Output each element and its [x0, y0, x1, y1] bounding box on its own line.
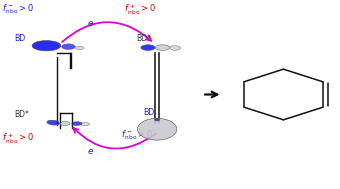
Ellipse shape: [155, 119, 160, 121]
Text: BD*: BD*: [14, 109, 29, 119]
Ellipse shape: [141, 45, 155, 50]
Ellipse shape: [75, 46, 84, 50]
Text: $e$: $e$: [87, 19, 94, 29]
Text: $\mathit{f}^{\,+}_{\,\mathrm{nbo}}{>}0$: $\mathit{f}^{\,+}_{\,\mathrm{nbo}}{>}0$: [2, 132, 35, 146]
Ellipse shape: [170, 46, 181, 50]
Ellipse shape: [155, 45, 170, 50]
Text: BD*: BD*: [136, 34, 151, 43]
Ellipse shape: [81, 122, 89, 126]
Ellipse shape: [32, 41, 61, 51]
Ellipse shape: [72, 122, 82, 125]
Text: $\mathit{f}^{\,-}_{\,\mathrm{nbo}}{>}0$: $\mathit{f}^{\,-}_{\,\mathrm{nbo}}{>}0$: [121, 128, 153, 142]
Text: BD: BD: [14, 34, 26, 43]
Circle shape: [137, 118, 177, 140]
Text: $e$: $e$: [87, 147, 94, 156]
Text: $\mathit{f}^{\,-}_{\,\mathrm{nbo}}{>}0$: $\mathit{f}^{\,-}_{\,\mathrm{nbo}}{>}0$: [2, 3, 35, 16]
Text: BD: BD: [143, 108, 154, 117]
Ellipse shape: [47, 120, 59, 125]
Text: $\mathit{f}^{\,+}_{\,\mathrm{nbo}}{>}0$: $\mathit{f}^{\,+}_{\,\mathrm{nbo}}{>}0$: [124, 3, 156, 17]
Ellipse shape: [60, 122, 70, 126]
Ellipse shape: [62, 44, 75, 50]
